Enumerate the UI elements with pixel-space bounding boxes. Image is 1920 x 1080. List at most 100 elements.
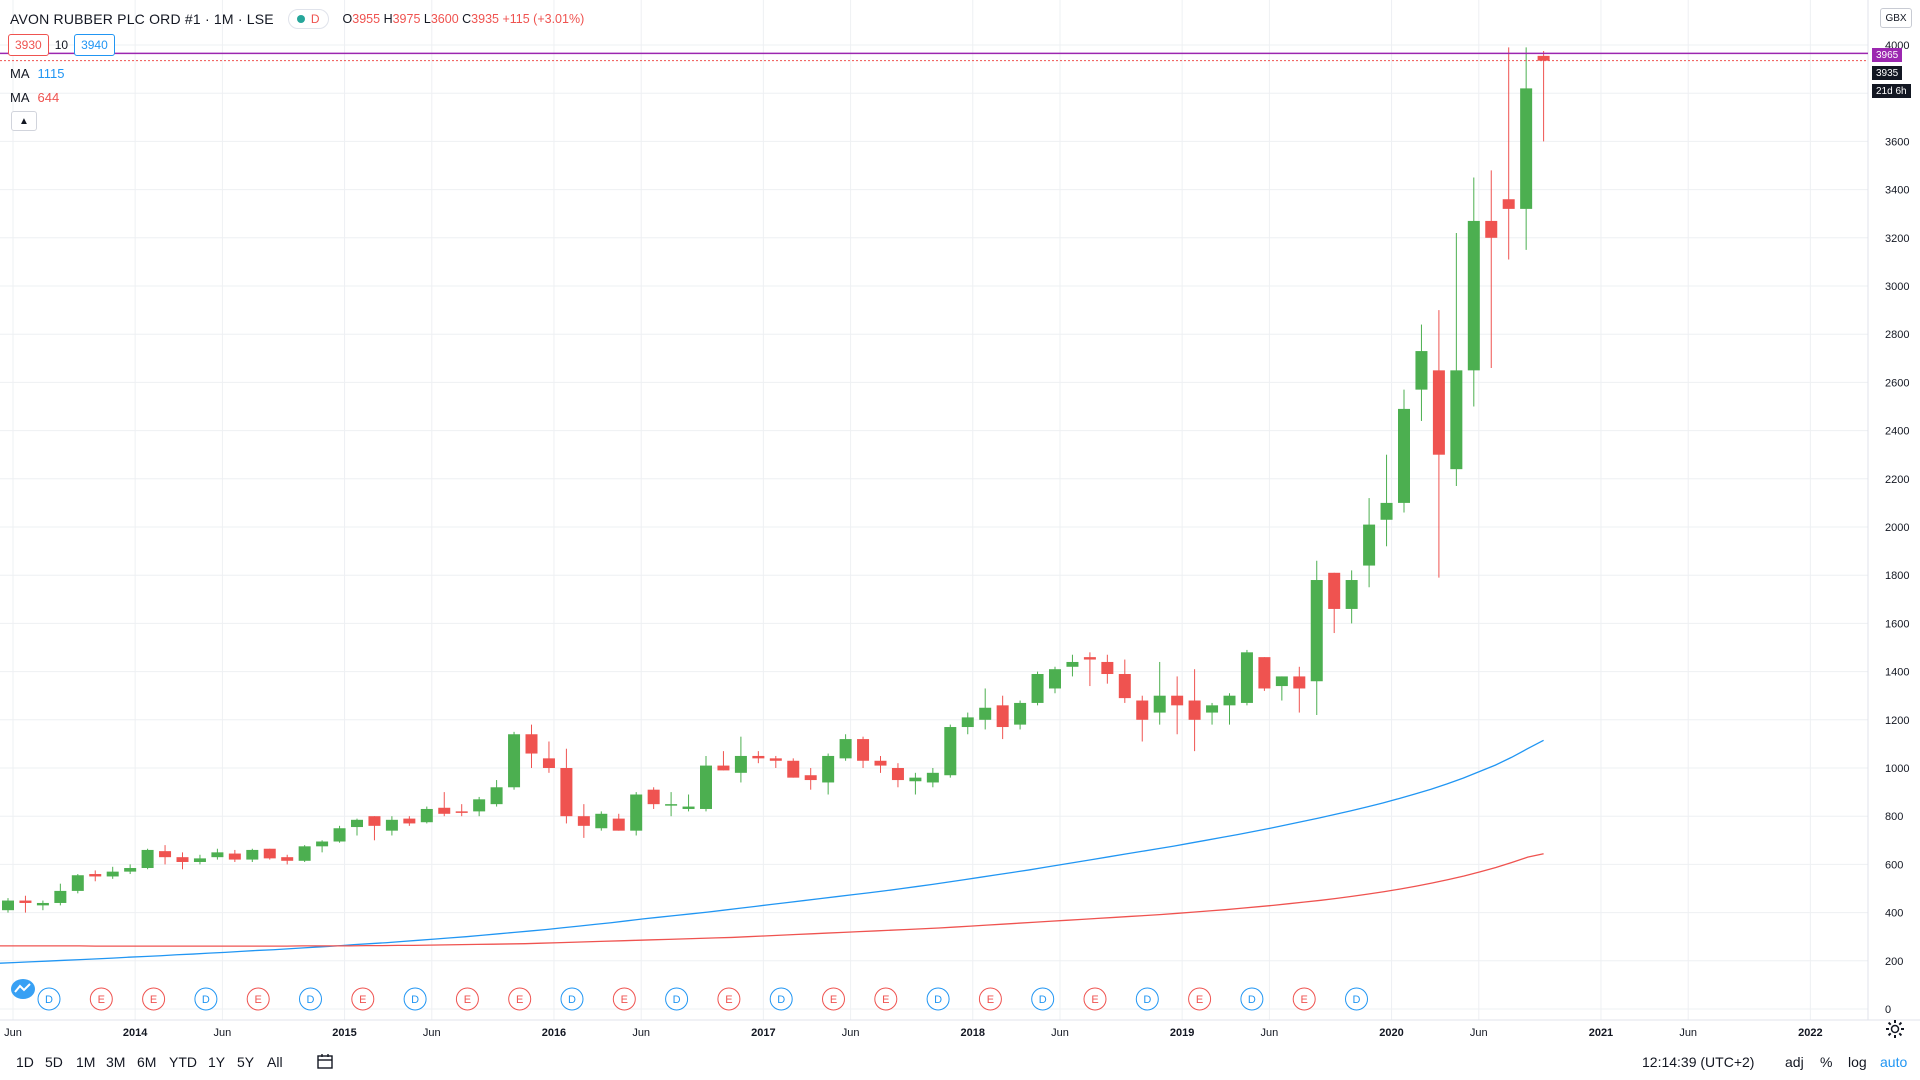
adjust-toggle[interactable]: adj [1785,1054,1804,1070]
candle-body [1101,661,1114,675]
candle-body [54,890,67,903]
time-tick-label: Jun [423,1027,441,1039]
candle-body [455,811,468,813]
earnings-marker [822,987,845,1011]
time-tick-label: 2021 [1589,1027,1613,1039]
event-marker-label: E [830,994,837,1006]
price-tick-label: 1800 [1885,570,1909,582]
candle-body [630,794,643,831]
collapse-legend-button[interactable]: ▲ [11,111,37,131]
earnings-marker [612,987,636,1011]
candle-body [1083,657,1096,660]
price-tick-label: 1200 [1885,715,1909,727]
range-6m[interactable]: 6M [137,1054,157,1070]
event-marker-label: E [98,994,105,1006]
price-tick-label: 800 [1885,811,1903,823]
currency-badge[interactable]: GBX [1880,8,1912,28]
chart-legend: AVON RUBBER PLC ORD #1 · 1M · LSE D O395… [10,9,584,29]
grid-lines [0,0,1868,1020]
range-1m[interactable]: 1M [76,1054,96,1070]
event-marker-label: E [1301,994,1308,1006]
sell-button[interactable]: 3930 [8,34,49,56]
open-value: 3955 [352,12,381,26]
candle-body [228,853,241,860]
candle-body [926,772,939,783]
event-marker-label: D [1248,994,1256,1006]
clock-readout[interactable]: 12:14:39 (UTC+2) [1642,1054,1755,1070]
event-marker-label: E [725,994,732,1006]
candle-body [298,846,311,861]
event-marker-label: D [1353,994,1361,1006]
market-status-dot [296,15,305,23]
candle-body [944,727,957,776]
symbol-title[interactable]: AVON RUBBER PLC ORD #1 · 1M · LSE [10,11,274,27]
delayed-flag: D [310,12,320,26]
price-tick-label: 3200 [1885,233,1909,245]
calendar-icon[interactable] [316,1052,334,1073]
candle-body [857,739,870,761]
candle-body [612,818,625,831]
range-1y[interactable]: 1Y [208,1054,226,1070]
candle-body [961,717,974,728]
candle-body [647,789,660,805]
candle-body [1380,502,1393,520]
low-key: L [423,12,431,26]
high-value: 3975 [392,12,421,26]
candle-body [1223,695,1236,706]
low-value: 3600 [430,12,459,26]
candle-body [19,900,32,903]
buy-button[interactable]: 3940 [74,34,115,56]
range-all[interactable]: All [267,1054,283,1070]
range-5y[interactable]: 5Y [237,1054,255,1070]
market-status-pill[interactable]: D [287,9,329,29]
close-value: 3935 [471,12,499,26]
range-5d[interactable]: 5D [45,1054,63,1070]
event-marker-label: E [150,994,157,1006]
candle-body [665,804,678,806]
indicator-ma-long[interactable]: MA 1115 [10,66,65,81]
price-tick-label: 3600 [1885,136,1909,148]
event-marker-label: E [464,994,471,1006]
candle-body [438,807,451,814]
log-toggle[interactable]: log [1848,1054,1867,1070]
event-marker-label: D [673,994,681,1006]
candle-body [1293,676,1306,689]
tradingview-logo-icon[interactable] [10,978,36,1000]
event-marker-label: D [45,994,53,1006]
indicator-ma-short[interactable]: MA 644 [10,90,59,105]
event-marker-label: E [987,994,994,1006]
candle-body [577,816,590,826]
time-tick-label: 2016 [542,1027,566,1039]
event-marker-label: E [255,994,262,1006]
candle-body [246,849,259,860]
auto-scale-toggle[interactable]: auto [1880,1054,1908,1070]
dividend-marker [926,987,950,1011]
dividend-marker [1345,987,1368,1011]
event-marker-label: D [934,994,942,1006]
dividend-marker [299,987,322,1011]
percent-toggle[interactable]: % [1820,1054,1833,1070]
candle-body [368,816,381,826]
quantity-value[interactable]: 10 [54,38,69,52]
time-tick-label: 2014 [123,1027,148,1039]
candle-body [1118,674,1131,699]
candle-body [769,758,782,761]
price-tick-label: 1600 [1885,618,1909,630]
range-ytd[interactable]: YTD [169,1054,197,1070]
candle-body [525,734,538,754]
price-tick-label: 2400 [1885,426,1909,438]
candle-body [542,758,555,768]
gear-icon[interactable] [1885,1019,1905,1044]
range-3m[interactable]: 3M [106,1054,126,1070]
price-tick-label: 1400 [1885,667,1909,679]
change-value: +115 (+3.01%) [502,12,585,26]
candle-body [734,755,747,773]
earnings-marker [142,987,166,1011]
chevron-up-icon: ▲ [19,115,29,127]
candle-body [1345,580,1358,609]
time-tick-label: Jun [4,1027,22,1039]
indicator-value: 1115 [37,66,65,81]
range-1d[interactable]: 1D [16,1054,34,1070]
candle-body [71,875,84,891]
